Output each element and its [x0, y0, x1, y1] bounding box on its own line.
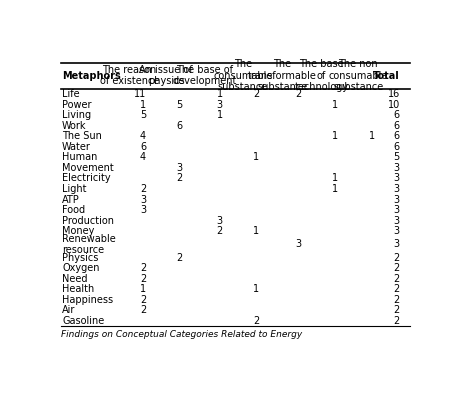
Text: Light: Light — [62, 184, 86, 194]
Text: The
transformable
substance: The transformable substance — [248, 59, 317, 92]
Text: 2: 2 — [393, 305, 400, 315]
Text: 6: 6 — [393, 142, 400, 152]
Text: The reason
of existence: The reason of existence — [100, 65, 159, 86]
Text: 6: 6 — [393, 131, 400, 141]
Text: Production: Production — [62, 216, 114, 226]
Text: 2: 2 — [393, 253, 400, 263]
Text: Health: Health — [62, 284, 94, 294]
Text: Living: Living — [62, 110, 91, 120]
Text: Gasoline: Gasoline — [62, 316, 104, 326]
Text: 3: 3 — [177, 163, 183, 173]
Text: Findings on Conceptual Categories Related to Energy: Findings on Conceptual Categories Relate… — [61, 330, 302, 339]
Text: Food: Food — [62, 205, 85, 215]
Text: The base of
development: The base of development — [172, 65, 237, 86]
Text: 3: 3 — [393, 195, 400, 205]
Text: 3: 3 — [140, 195, 146, 205]
Text: Air: Air — [62, 305, 75, 315]
Text: 10: 10 — [388, 100, 400, 110]
Text: 2: 2 — [393, 274, 400, 284]
Text: The non
consumable
substance: The non consumable substance — [329, 59, 388, 92]
Text: 2: 2 — [295, 89, 301, 99]
Text: Metaphors: Metaphors — [62, 71, 121, 81]
Text: Human: Human — [62, 152, 97, 162]
Text: Power: Power — [62, 100, 91, 110]
Text: 6: 6 — [393, 121, 400, 131]
Text: 6: 6 — [177, 121, 183, 131]
Text: 4: 4 — [140, 131, 146, 141]
Text: Oxygen: Oxygen — [62, 263, 100, 273]
Text: 1: 1 — [332, 184, 338, 194]
Text: 1: 1 — [140, 100, 146, 110]
Text: 2: 2 — [393, 284, 400, 294]
Text: ATP: ATP — [62, 195, 80, 205]
Text: Need: Need — [62, 274, 88, 284]
Text: 3: 3 — [393, 163, 400, 173]
Text: 2: 2 — [393, 295, 400, 305]
Text: 2: 2 — [140, 305, 146, 315]
Text: 3: 3 — [217, 100, 223, 110]
Text: 5: 5 — [393, 152, 400, 162]
Text: 6: 6 — [140, 142, 146, 152]
Text: 2: 2 — [253, 89, 260, 99]
Text: 3: 3 — [393, 239, 400, 249]
Text: 16: 16 — [388, 89, 400, 99]
Text: Physics: Physics — [62, 253, 98, 263]
Text: 3: 3 — [393, 205, 400, 215]
Text: 3: 3 — [140, 205, 146, 215]
Text: 3: 3 — [393, 184, 400, 194]
Text: 3: 3 — [295, 239, 301, 249]
Text: 2: 2 — [217, 226, 223, 236]
Text: Electricity: Electricity — [62, 173, 111, 183]
Text: 1: 1 — [217, 89, 223, 99]
Text: 3: 3 — [217, 216, 223, 226]
Text: Renewable
resource: Renewable resource — [62, 234, 116, 255]
Text: Total: Total — [373, 71, 400, 81]
Text: 1: 1 — [253, 152, 260, 162]
Text: 6: 6 — [393, 110, 400, 120]
Text: 3: 3 — [393, 173, 400, 183]
Text: The base
of
technology: The base of technology — [294, 59, 349, 92]
Text: 1: 1 — [140, 284, 146, 294]
Text: 1: 1 — [253, 226, 260, 236]
Text: 5: 5 — [140, 110, 146, 120]
Text: The
consumable
substance: The consumable substance — [213, 59, 273, 92]
Text: 4: 4 — [140, 152, 146, 162]
Text: Happiness: Happiness — [62, 295, 113, 305]
Text: Movement: Movement — [62, 163, 114, 173]
Text: 2: 2 — [140, 184, 146, 194]
Text: 1: 1 — [332, 100, 338, 110]
Text: 2: 2 — [140, 274, 146, 284]
Text: 11: 11 — [134, 89, 146, 99]
Text: 1: 1 — [217, 110, 223, 120]
Text: Life: Life — [62, 89, 80, 99]
Text: Work: Work — [62, 121, 86, 131]
Text: 1: 1 — [332, 131, 338, 141]
Text: 5: 5 — [176, 100, 183, 110]
Text: 3: 3 — [393, 216, 400, 226]
Text: 2: 2 — [140, 263, 146, 273]
Text: 2: 2 — [253, 316, 260, 326]
Text: 1: 1 — [253, 284, 260, 294]
Text: The Sun: The Sun — [62, 131, 102, 141]
Text: An issue of
physics: An issue of physics — [139, 65, 193, 86]
Text: 2: 2 — [140, 295, 146, 305]
Text: 1: 1 — [368, 131, 375, 141]
Text: 3: 3 — [393, 226, 400, 236]
Text: Water: Water — [62, 142, 91, 152]
Text: 2: 2 — [393, 316, 400, 326]
Text: 1: 1 — [332, 173, 338, 183]
Text: 2: 2 — [176, 173, 183, 183]
Text: 2: 2 — [176, 253, 183, 263]
Text: 2: 2 — [393, 263, 400, 273]
Text: Money: Money — [62, 226, 95, 236]
